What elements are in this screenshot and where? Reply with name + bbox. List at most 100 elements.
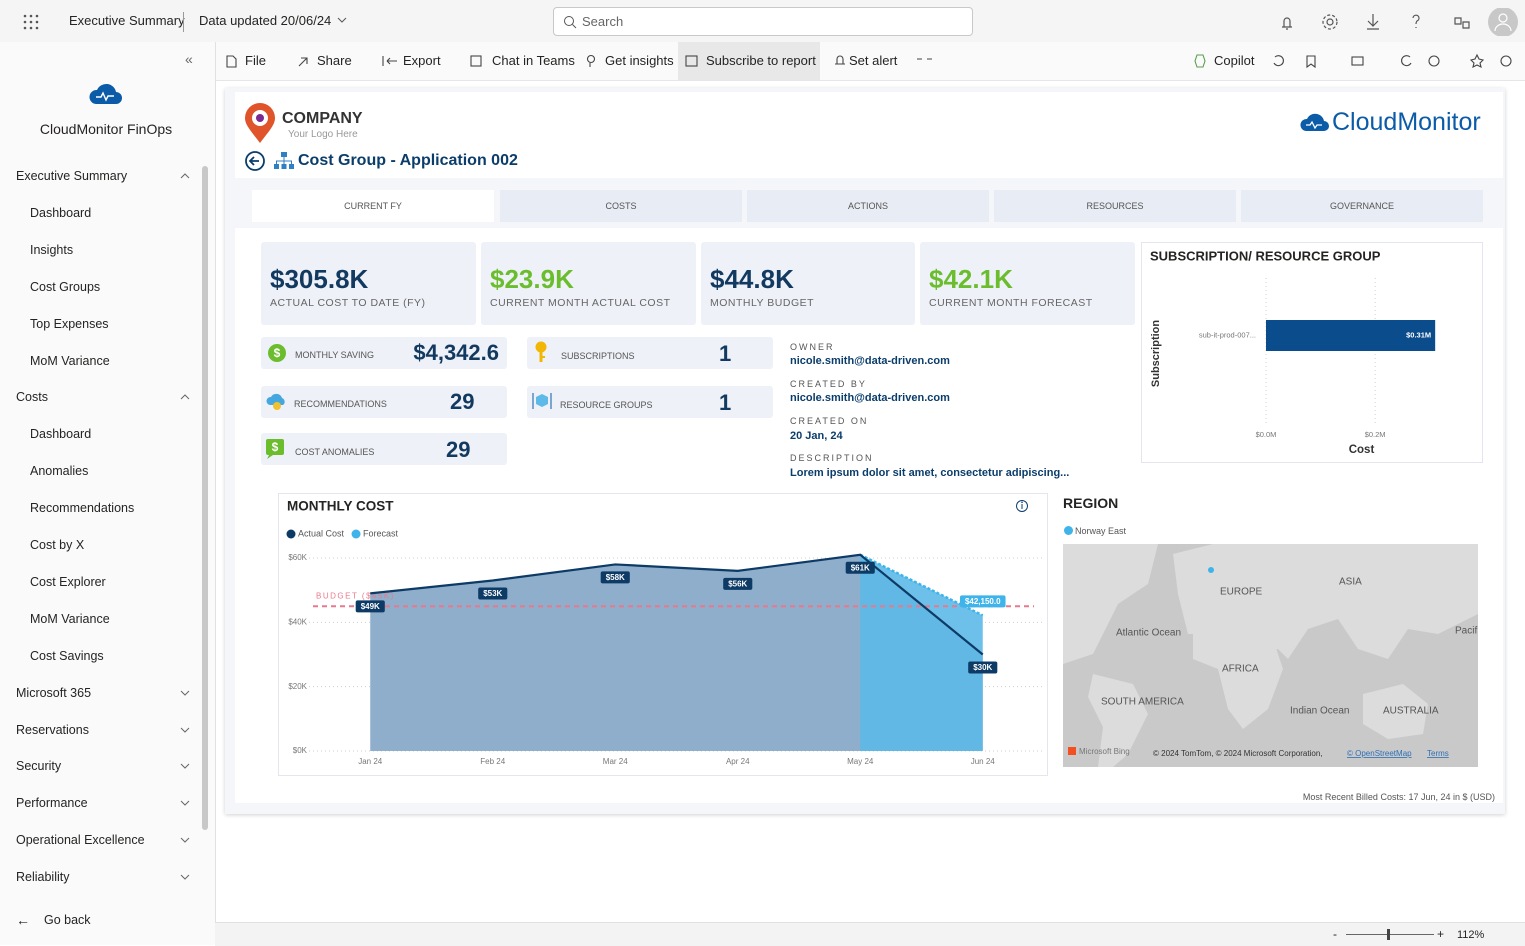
data-label: $56K — [728, 579, 747, 588]
x-axis-title: Cost — [1349, 444, 1375, 456]
toolbar-export[interactable]: Export — [403, 53, 441, 68]
stat-value: 29 — [450, 389, 475, 414]
stat-value: 29 — [446, 437, 471, 462]
tab[interactable]: GOVERNANCE — [1241, 190, 1483, 222]
toolbar-chat-in-teams[interactable]: Chat in Teams — [492, 53, 575, 68]
nav-group[interactable]: Reservations — [16, 722, 89, 737]
legend-dot — [1064, 526, 1073, 535]
detail-value: Lorem ipsum dolor sit amet, consectetur … — [790, 467, 1070, 479]
data-label-bg — [355, 600, 385, 613]
zoom-out[interactable]: - — [1333, 927, 1337, 941]
tab-active[interactable]: CURRENT FY — [252, 190, 494, 222]
stat-label: MONTHLY SAVING — [295, 350, 375, 360]
footnote: Most Recent Billed Costs: 17 Jun, 24 in … — [1302, 792, 1495, 802]
nav-group[interactable]: Security — [16, 759, 62, 774]
info-icon[interactable] — [1016, 500, 1028, 512]
stat-box: $ MONTHLY SAVING $4,342.6 — [261, 337, 507, 369]
series-area — [860, 554, 983, 751]
nav-group[interactable]: Performance — [16, 796, 88, 811]
nav-chevron[interactable] — [180, 873, 190, 881]
y-axis-title: Subscription — [1150, 320, 1162, 388]
map-label: EUROPE — [1220, 587, 1263, 598]
nav-chevron[interactable] — [180, 689, 190, 697]
header-icons[interactable] — [1275, 8, 1525, 36]
zoom-in[interactable]: + — [1437, 927, 1445, 941]
stat-label: RECOMMENDATIONS — [294, 399, 387, 409]
legend-swatch — [286, 529, 296, 539]
nav-item[interactable]: Anomalies — [30, 464, 89, 479]
kpi-card: $42.1K CURRENT MONTH FORECAST — [920, 242, 1135, 325]
stat-icon: $ — [268, 344, 286, 362]
data-label: $0.31M — [1406, 330, 1431, 339]
nav-item[interactable]: Dashboard — [30, 205, 92, 220]
collapse-button[interactable]: « — [185, 51, 193, 67]
kpi-value: $44.8K — [710, 264, 794, 294]
nav-item[interactable]: Cost Savings — [30, 648, 104, 663]
toolbar-share[interactable]: Share — [317, 53, 352, 68]
nav-group[interactable]: Executive Summary — [16, 169, 128, 183]
detail-value: 20 Jan, 24 — [790, 430, 843, 442]
data-updated[interactable]: Data updated 20/06/24 — [199, 13, 332, 28]
attribution-link[interactable]: Terms — [1427, 749, 1449, 758]
nav-item[interactable]: Dashboard — [30, 427, 92, 442]
nav-group[interactable]: Operational Excellence — [16, 833, 145, 848]
tab[interactable]: COSTS — [500, 190, 742, 222]
nav-group[interactable]: Costs — [16, 390, 48, 405]
data-label: $61K — [851, 563, 870, 572]
stat-icon — [532, 393, 552, 409]
toolbar-subscribe[interactable]: Subscribe to report — [706, 53, 816, 68]
hierarchy-icon — [274, 152, 294, 169]
chart-title: MONTHLY COST — [287, 499, 394, 514]
toolbar-get-insights[interactable]: Get insights — [605, 53, 674, 68]
stat-icon — [266, 393, 285, 410]
x-tick-label: $0.0M — [1256, 430, 1277, 439]
y-tick-label: $60K — [288, 553, 307, 562]
nav-chevron[interactable] — [180, 762, 190, 770]
legend-label: Forecast — [363, 528, 399, 538]
bing-logo — [1068, 747, 1076, 755]
chevron-path — [180, 837, 190, 843]
zoom-slider[interactable] — [1346, 934, 1434, 935]
nav-chevron[interactable] — [180, 799, 190, 807]
nav-item[interactable]: Insights — [30, 242, 74, 257]
y-tick-label: $20K — [288, 682, 307, 691]
toolbar-set-alert[interactable]: Set alert — [849, 53, 898, 68]
toolbar-icons — [226, 53, 1512, 69]
detail-label: DESCRIPTION — [790, 453, 874, 463]
kpi-label: CURRENT MONTH ACTUAL COST — [490, 297, 671, 309]
region-point[interactable] — [1208, 567, 1214, 573]
toolbar-copilot[interactable]: Copilot — [1214, 53, 1255, 68]
back-button[interactable] — [244, 150, 266, 172]
data-label-bg — [478, 587, 508, 600]
nav-item[interactable]: Recommendations — [30, 501, 135, 516]
nav-chevron[interactable] — [180, 836, 190, 844]
app-launcher[interactable] — [23, 14, 39, 30]
kpi-value: $23.9K — [490, 264, 574, 294]
kpi-label: MONTHLY BUDGET — [710, 297, 815, 309]
zoom-thumb[interactable] — [1387, 929, 1390, 940]
nav-item[interactable]: MoM Variance — [30, 353, 110, 368]
nav-item[interactable]: Cost Groups — [30, 279, 101, 294]
go-back[interactable]: Go back — [44, 913, 91, 927]
region-map[interactable]: EUROPE ASIA Atlantic Ocean Pacif AFRICA … — [1063, 544, 1478, 767]
chevron-path — [180, 173, 190, 179]
nav-item[interactable]: Top Expenses — [30, 316, 109, 331]
nav-chevron[interactable] — [180, 172, 190, 180]
zoom-level: 112% — [1457, 929, 1485, 941]
nav-group[interactable]: Reliability — [16, 870, 70, 885]
toolbar-file[interactable]: File — [245, 53, 266, 68]
nav-item[interactable]: MoM Variance — [30, 611, 110, 626]
company-name: COMPANY — [282, 110, 363, 127]
attribution-link[interactable]: © OpenStreetMap — [1347, 749, 1412, 758]
status-bar: - + 112% — [215, 922, 1525, 946]
nav-chevron[interactable] — [180, 726, 190, 734]
search-box[interactable]: Search — [553, 7, 973, 36]
tab[interactable]: RESOURCES — [994, 190, 1236, 222]
nav-item[interactable]: Cost by X — [30, 538, 85, 552]
nav-item[interactable]: Cost Explorer — [30, 574, 106, 589]
nav-chevron[interactable] — [180, 393, 190, 401]
nav-group[interactable]: Microsoft 365 — [16, 685, 92, 700]
tab[interactable]: ACTIONS — [747, 190, 989, 222]
kpi-value: $305.8K — [270, 264, 369, 294]
report-name: Executive Summary — [69, 13, 185, 28]
